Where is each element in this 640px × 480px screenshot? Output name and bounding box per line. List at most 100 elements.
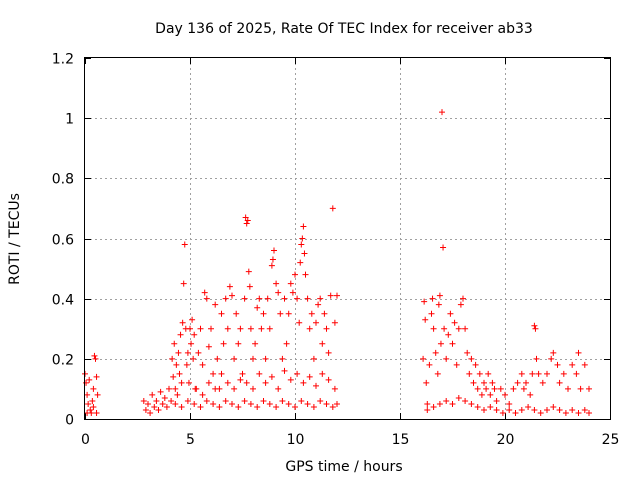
data-point — [275, 385, 282, 392]
data-point — [208, 325, 214, 332]
data-point — [434, 370, 441, 377]
data-point — [317, 295, 324, 302]
data-point — [313, 382, 319, 389]
data-point — [231, 355, 238, 362]
y-tick-label: 0.8 — [52, 172, 74, 188]
data-point — [457, 301, 464, 308]
data-point — [256, 370, 263, 377]
data-point — [308, 310, 315, 317]
data-point — [269, 256, 276, 263]
data-point — [506, 406, 513, 413]
data-point — [523, 379, 529, 386]
data-point — [166, 385, 172, 392]
data-point — [317, 397, 324, 404]
y-tick-labels: 0 0.2 0.4 0.6 0.8 1 1.2 — [52, 52, 74, 429]
data-point — [554, 361, 561, 368]
data-point — [260, 397, 267, 404]
y-axis-label: ROTI / TECUs — [7, 193, 23, 285]
data-point — [247, 325, 254, 332]
data-point — [199, 361, 206, 368]
data-point — [93, 409, 100, 416]
data-point — [428, 310, 435, 317]
data-point — [306, 373, 313, 380]
data-point — [502, 391, 508, 398]
data-point — [445, 331, 452, 338]
data-point — [191, 331, 198, 338]
data-point — [533, 355, 540, 362]
data-point — [462, 397, 469, 404]
data-point — [527, 391, 534, 398]
data-point — [575, 349, 582, 356]
data-point — [531, 322, 538, 329]
data-point — [287, 280, 294, 287]
data-point — [184, 349, 191, 356]
data-point — [474, 385, 481, 392]
data-point — [440, 244, 447, 251]
data-point — [460, 295, 466, 302]
data-point — [195, 349, 202, 356]
data-point — [285, 400, 292, 407]
data-point — [301, 250, 308, 257]
data-point — [235, 403, 242, 410]
data-point — [212, 301, 219, 308]
data-point — [466, 370, 473, 377]
data-point — [205, 379, 212, 386]
data-point — [175, 349, 182, 356]
data-point — [224, 379, 231, 386]
data-point — [245, 268, 252, 275]
data-point — [205, 343, 212, 350]
data-point — [323, 325, 330, 332]
data-point — [512, 409, 519, 416]
data-point — [226, 283, 233, 290]
data-point — [478, 391, 485, 398]
data-point — [451, 319, 458, 326]
data-point — [497, 385, 504, 392]
data-point — [441, 325, 448, 332]
data-point — [229, 400, 235, 407]
data-point — [277, 310, 284, 317]
data-point — [222, 295, 229, 302]
data-point — [329, 403, 336, 410]
data-point — [300, 223, 307, 230]
data-point — [294, 295, 301, 302]
data-point — [464, 349, 471, 356]
data-point — [302, 271, 309, 278]
data-point — [161, 394, 168, 401]
data-point — [256, 295, 263, 302]
data-point — [178, 403, 185, 410]
data-point — [556, 379, 563, 386]
data-point — [224, 325, 231, 332]
data-point — [193, 385, 200, 392]
data-point — [520, 385, 527, 392]
data-point — [151, 403, 158, 410]
data-point — [203, 397, 210, 404]
data-point — [535, 370, 542, 377]
data-point — [569, 361, 576, 368]
data-point — [229, 292, 235, 299]
data-point — [300, 379, 307, 386]
data-point — [90, 385, 97, 392]
data-point — [283, 340, 290, 347]
data-point — [455, 325, 462, 332]
data-point — [443, 397, 450, 404]
data-point — [203, 295, 210, 302]
y-tick-label: 0 — [65, 413, 74, 429]
data-point — [327, 292, 334, 299]
data-point — [304, 400, 311, 407]
data-point — [281, 367, 288, 374]
data-point — [435, 301, 442, 308]
x-tick-label: 20 — [497, 432, 515, 448]
data-point — [94, 391, 101, 398]
data-point — [231, 385, 238, 392]
data-point — [323, 400, 330, 407]
data-point — [279, 397, 286, 404]
data-point — [289, 289, 296, 296]
data-point — [279, 355, 286, 362]
data-point — [218, 370, 225, 377]
data-point — [319, 340, 326, 347]
data-point — [214, 355, 221, 362]
data-point — [181, 241, 188, 248]
data-point — [210, 400, 217, 407]
data-point — [489, 379, 496, 386]
